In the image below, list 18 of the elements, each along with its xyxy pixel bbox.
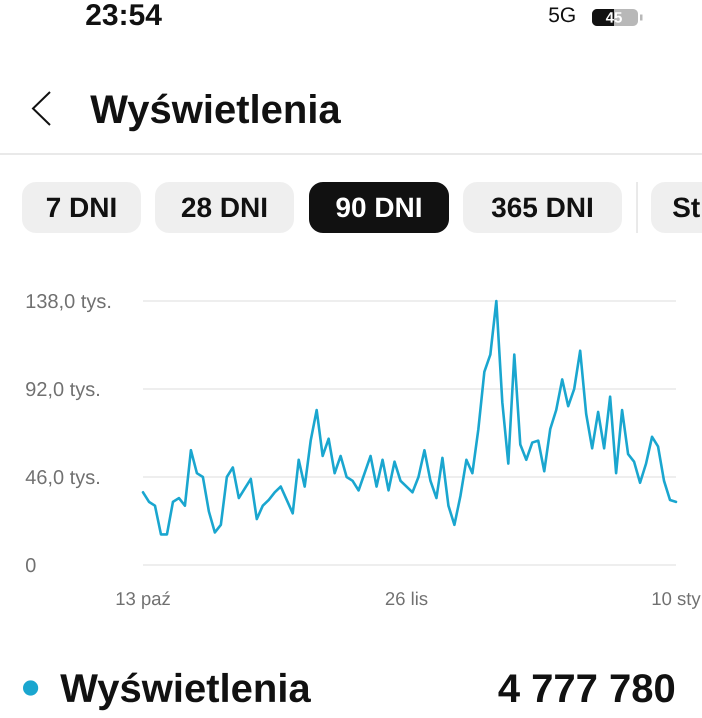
text: 7 DNI xyxy=(46,198,116,217)
legend-label: Wyświetlenia xyxy=(60,672,311,710)
y-tick-label: 0 xyxy=(26,558,36,572)
chart-title: Wyświetlenia xyxy=(90,94,341,132)
x-tick-label: 10 sty xyxy=(652,592,701,609)
text: 23:54 xyxy=(86,4,162,26)
x-tick-label: 26 lis xyxy=(386,592,428,606)
text: 90 DNI xyxy=(336,197,421,218)
y-tick-label: 138,0 tys. xyxy=(26,294,110,312)
line-series xyxy=(142,300,678,536)
text: St xyxy=(673,197,700,218)
text: 5G xyxy=(549,7,575,22)
y-tick-label: 46,0 tys. xyxy=(26,470,99,488)
x-tick-label: 13 paź xyxy=(116,591,170,609)
text: 365 DNI xyxy=(492,197,592,218)
text: 28 DNI xyxy=(182,197,266,218)
text: 4 777 780 xyxy=(498,674,674,702)
y-tick-label: 92,0 tys. xyxy=(26,382,99,400)
